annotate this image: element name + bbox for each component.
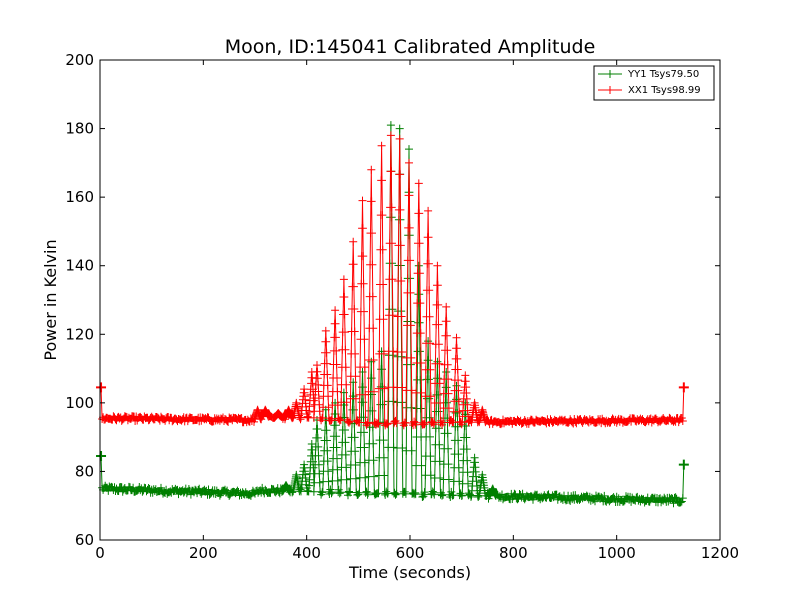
endpoint-marker [96,382,107,393]
y-tick-label: 140 [65,257,94,275]
x-tick-label: 1200 [701,544,739,562]
x-tick-label: 200 [189,544,218,562]
y-tick-label: 180 [65,120,94,138]
y-tick-label: 100 [65,394,94,412]
x-tick-label: 400 [292,544,321,562]
x-tick-label: 800 [499,544,528,562]
y-tick-label: 120 [65,325,94,343]
legend-marker-xx1 [606,86,614,94]
legend: YY1 Tsys79.50 XX1 Tsys98.99 [593,65,715,101]
legend-label-xx1: XX1 Tsys98.99 [628,85,701,96]
endpoint-marker [678,459,689,470]
y-tick-label: 200 [65,51,94,69]
endpoint-marker [96,451,107,461]
x-tick-label: 0 [95,544,105,562]
y-tick-label: 160 [65,188,94,206]
legend-marker-yy1 [606,70,614,78]
y-tick-label: 80 [75,462,94,480]
series-xx1 [96,131,689,430]
legend-box [593,65,715,101]
legend-label-yy1: YY1 Tsys79.50 [627,69,699,80]
chart-title: Moon, ID:145041 Calibrated Amplitude [225,36,596,58]
y-axis-label: Power in Kelvin [41,239,60,360]
x-axis-label: Time (seconds) [348,563,471,582]
series-layer [96,121,689,508]
endpoint-marker [678,382,689,393]
axis-layer: 0 200 400 600 800 1000 1200 60 80 100 120 140 160 180… [65,51,739,562]
x-tick-label: 600 [396,544,425,562]
x-tick-label: 1000 [598,544,636,562]
y-tick-label: 60 [75,531,94,549]
